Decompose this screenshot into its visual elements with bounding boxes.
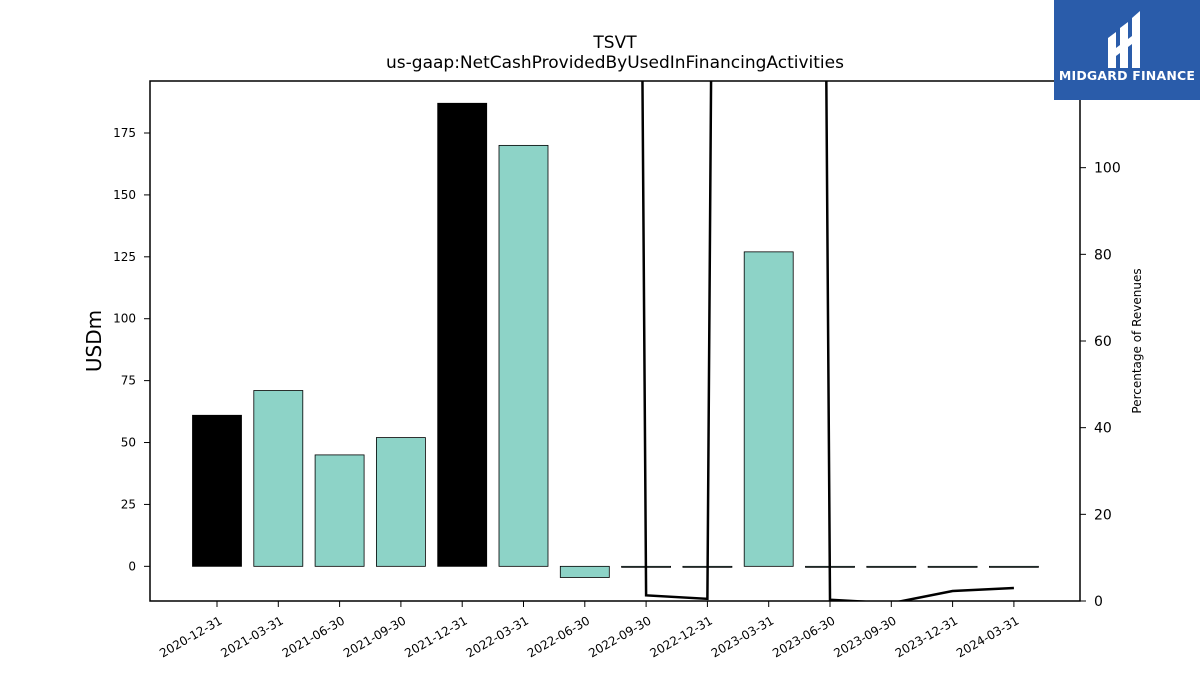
x-tick-label-2022-09-30: 2022-09-30 (586, 613, 653, 660)
bar-2023-12-31 (927, 565, 978, 568)
bar-2024-03-31 (989, 565, 1039, 568)
x-tick-label-2022-03-31: 2022-03-31 (464, 613, 531, 660)
x-tick-label-2023-12-31: 2023-12-31 (893, 613, 960, 660)
y-axis-label-left: USDm (82, 310, 106, 372)
bar-2020-12-31 (192, 414, 242, 567)
x-tick-label-2021-09-30: 2021-09-30 (341, 613, 408, 660)
bar-2022-03-31 (498, 144, 549, 567)
axes-group: 0 25 50 75 100 125 150 175 0 20 40 60 80 100 2020-12-3… (113, 80, 1121, 660)
y-right-tick-label-20: 20 (1094, 507, 1112, 523)
chart-subtitle: us-gaap:NetCashProvidedByUsedInFinancing… (386, 53, 844, 73)
y-right-tick-label-0: 0 (1094, 594, 1103, 610)
bar-2021-09-30 (375, 437, 426, 567)
x-tick-label-2022-12-31: 2022-12-31 (647, 613, 714, 660)
x-tick-label-2023-03-31: 2023-03-31 (709, 613, 776, 660)
midgard-logo-icon (1108, 11, 1140, 68)
y-tick-label-100: 100 (113, 312, 136, 326)
bar-2023-03-31 (743, 251, 794, 567)
line-group (641, 81, 1014, 601)
y-right-tick-label-40: 40 (1094, 421, 1112, 437)
bar-2023-09-30 (866, 565, 917, 568)
x-tick-label-2024-03-31: 2024-03-31 (954, 613, 1021, 660)
bars-group (192, 102, 1039, 578)
x-tick-label-2021-06-30: 2021-06-30 (280, 613, 347, 660)
x-tick-label-2021-03-31: 2021-03-31 (218, 613, 285, 660)
y-tick-label-175: 175 (113, 126, 136, 140)
x-tick-label-2020-12-31: 2020-12-31 (157, 613, 224, 660)
y-tick-label-150: 150 (113, 188, 136, 202)
y-right-tick-label-100: 100 (1094, 161, 1121, 177)
bar-2022-06-30 (559, 565, 610, 578)
x-tick-label-2021-12-31: 2021-12-31 (402, 613, 469, 660)
bar-2021-03-31 (253, 390, 304, 567)
y-tick-label-75: 75 (121, 374, 136, 388)
y-tick-label-125: 125 (113, 250, 136, 264)
x-tick-label-2023-09-30: 2023-09-30 (831, 613, 898, 660)
y-right-tick-label-80: 80 (1094, 247, 1112, 263)
brand-logo: MIDGARD FINANCE (1054, 0, 1200, 100)
percentage-line (641, 81, 1014, 601)
brand-name: MIDGARD FINANCE (1058, 68, 1196, 83)
x-tick-label-2022-06-30: 2022-06-30 (525, 613, 592, 660)
y-axis-label-right: Percentage of Revenues (1130, 268, 1144, 413)
chart-title: TSVT (592, 33, 637, 53)
y-tick-label-0: 0 (128, 559, 136, 573)
y-tick-label-25: 25 (121, 497, 136, 511)
y-right-tick-label-60: 60 (1094, 334, 1112, 350)
bar-2021-12-31 (437, 102, 488, 567)
y-tick-label-50: 50 (121, 436, 136, 450)
bar-2021-06-30 (314, 454, 365, 567)
x-tick-label-2023-06-30: 2023-06-30 (770, 613, 837, 660)
